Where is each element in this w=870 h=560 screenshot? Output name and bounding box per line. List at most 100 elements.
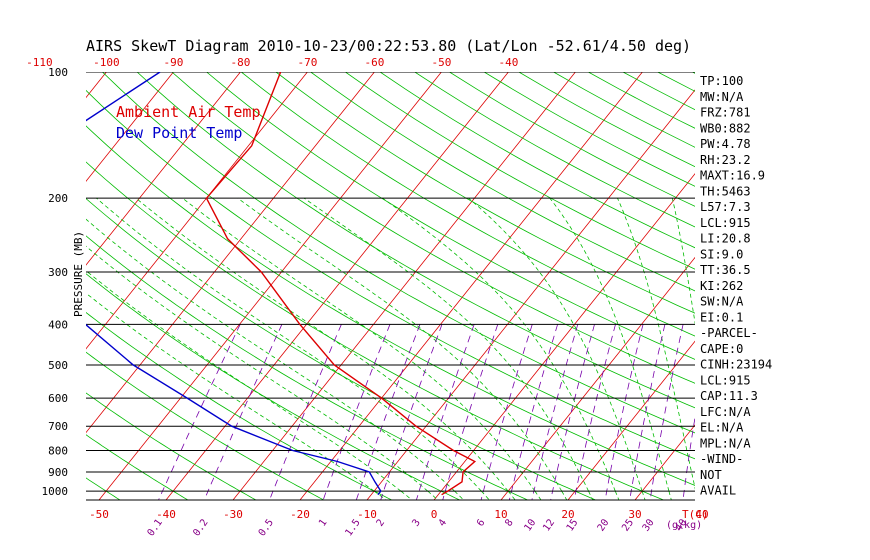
mixing-ratio-label: 2 (375, 517, 387, 528)
moist-adiabat-line (534, 490, 542, 500)
stability-index-item: LI:20.8 (700, 232, 751, 246)
moist-adiabat-line (641, 490, 646, 500)
dry-adiabat-line (136, 72, 695, 409)
stability-index-item: TH:5463 (700, 184, 751, 198)
mixing-ratio-line (322, 324, 391, 500)
y-axis-label: PRESSURE (MB) (72, 231, 85, 317)
dry-adiabat-line (86, 351, 324, 500)
isotherm-line (86, 72, 107, 99)
mixing-ratio-label: 0.5 (257, 517, 276, 538)
mixing-ratio-label: 0.2 (191, 517, 210, 538)
mixing-ratio-label: 4 (437, 517, 449, 528)
mixing-ratio-line (649, 324, 684, 500)
dry-adiabat-line (310, 72, 695, 292)
mixing-ratio-line (531, 324, 579, 500)
legend-ambient-air-temp: Ambient Air Temp (116, 103, 261, 121)
stability-index-item: -PARCEL- (700, 326, 758, 340)
dry-adiabat-line (86, 89, 695, 460)
mixing-ratio-label: 6 (475, 517, 487, 528)
dry-adiabat-line (86, 198, 596, 500)
mixing-ratio-line (508, 324, 558, 500)
x-tick-label-top: -90 (163, 56, 183, 69)
x-tick-label-top: -80 (230, 56, 250, 69)
x-tick-label-bottom: -50 (89, 508, 109, 521)
x-tick-label-top: -60 (364, 56, 384, 69)
dry-adiabat-line (345, 72, 695, 270)
isotherm-line (433, 173, 695, 500)
stability-index-item: EL:N/A (700, 421, 744, 435)
x-tick-label-bottom: 0 (431, 508, 438, 521)
moist-adiabat-line (135, 197, 509, 492)
dry-adiabat-line (241, 72, 695, 337)
y-tick-label: 1000 (42, 485, 69, 498)
moist-adiabat-line (86, 218, 455, 492)
isotherm-line (769, 72, 870, 500)
stability-index-item: SW:N/A (700, 295, 744, 309)
stability-index-item: EI:0.1 (700, 310, 743, 324)
stability-index-item: KI:262 (700, 279, 743, 293)
stability-index-item: WB0:882 (700, 121, 751, 135)
mixing-ratio-line (550, 324, 595, 500)
x-tick-label-bottom: 30 (628, 508, 641, 521)
moist-adiabat-line (614, 490, 620, 500)
mixing-ratio-line (158, 324, 241, 500)
stability-index-item: CAPE:0 (700, 342, 743, 356)
isotherm-line (567, 340, 695, 500)
dry-adiabat-line (0, 72, 52, 500)
mixing-ratio-line (573, 324, 616, 500)
moist-adiabat-line (303, 197, 589, 492)
x-tick-label-bottom: -30 (223, 508, 243, 521)
x-tick-label-bottom: 40 (695, 508, 708, 521)
stability-index-item: FRZ:781 (700, 106, 751, 120)
mixing-ratio-label: 12 (541, 517, 557, 533)
x-tick-label-top: -100 (93, 56, 120, 69)
y-tick-label: 700 (48, 420, 68, 433)
isotherm-line (836, 72, 870, 500)
moist-adiabat-line (481, 490, 490, 500)
mixing-ratio-line (203, 324, 283, 500)
isotherm-line (500, 256, 695, 500)
isotherm-line (232, 72, 576, 500)
dry-adiabat-line (275, 72, 695, 314)
x-tick-label-bottom: -20 (290, 508, 310, 521)
chart-title: AIRS SkewT Diagram 2010-10-23/00:22:53.8… (86, 37, 691, 55)
isotherm-line (86, 72, 174, 182)
y-tick-label: 900 (48, 466, 68, 479)
x-tick-label-bottom: -10 (357, 508, 377, 521)
mixing-ratio-label: 8 (503, 517, 515, 528)
stability-index-item: NOT (700, 468, 722, 482)
stability-index-item: CAP:11.3 (700, 389, 758, 403)
mixing-ratio-label: 30 (641, 517, 657, 533)
dry-adiabat-line (102, 72, 695, 434)
moist-adiabat-line (373, 490, 387, 500)
y-tick-label: 500 (48, 359, 68, 372)
x-tick-label-bottom: 20 (561, 508, 574, 521)
stability-index-item: TT:36.5 (700, 263, 751, 277)
moist-adiabat-line (549, 197, 670, 492)
x-tick-label-bottom: 10 (494, 508, 507, 521)
mixing-ratio-line (380, 324, 443, 500)
dry-adiabat-line (379, 72, 695, 249)
isotherm-line (299, 72, 643, 500)
isotherm-line (98, 72, 442, 500)
dry-adiabat-line (86, 235, 528, 500)
mixing-ratio-line (629, 324, 666, 500)
stability-index-item: RH:23.2 (700, 153, 751, 167)
moist-adiabat-line (454, 490, 464, 500)
mixing-ratio-label: 10 (522, 517, 538, 533)
x-tick-label-top: -70 (297, 56, 317, 69)
isotherm-line (86, 72, 308, 350)
mixing-ratio-line (416, 324, 475, 500)
mixing-ratio-line (480, 324, 533, 500)
moist-adiabat-line (382, 197, 616, 492)
y-tick-label: 200 (48, 192, 68, 205)
moist-adiabat-line (588, 490, 594, 500)
dry-adiabat-line (86, 392, 257, 500)
mixing-ratio-line (442, 324, 499, 500)
y-tick-label: 600 (48, 392, 68, 405)
y-tick-label: 400 (48, 318, 68, 331)
mixing-ratio-line (682, 414, 695, 500)
isotherm-line (86, 72, 241, 266)
moist-adiabat-line (400, 490, 413, 500)
